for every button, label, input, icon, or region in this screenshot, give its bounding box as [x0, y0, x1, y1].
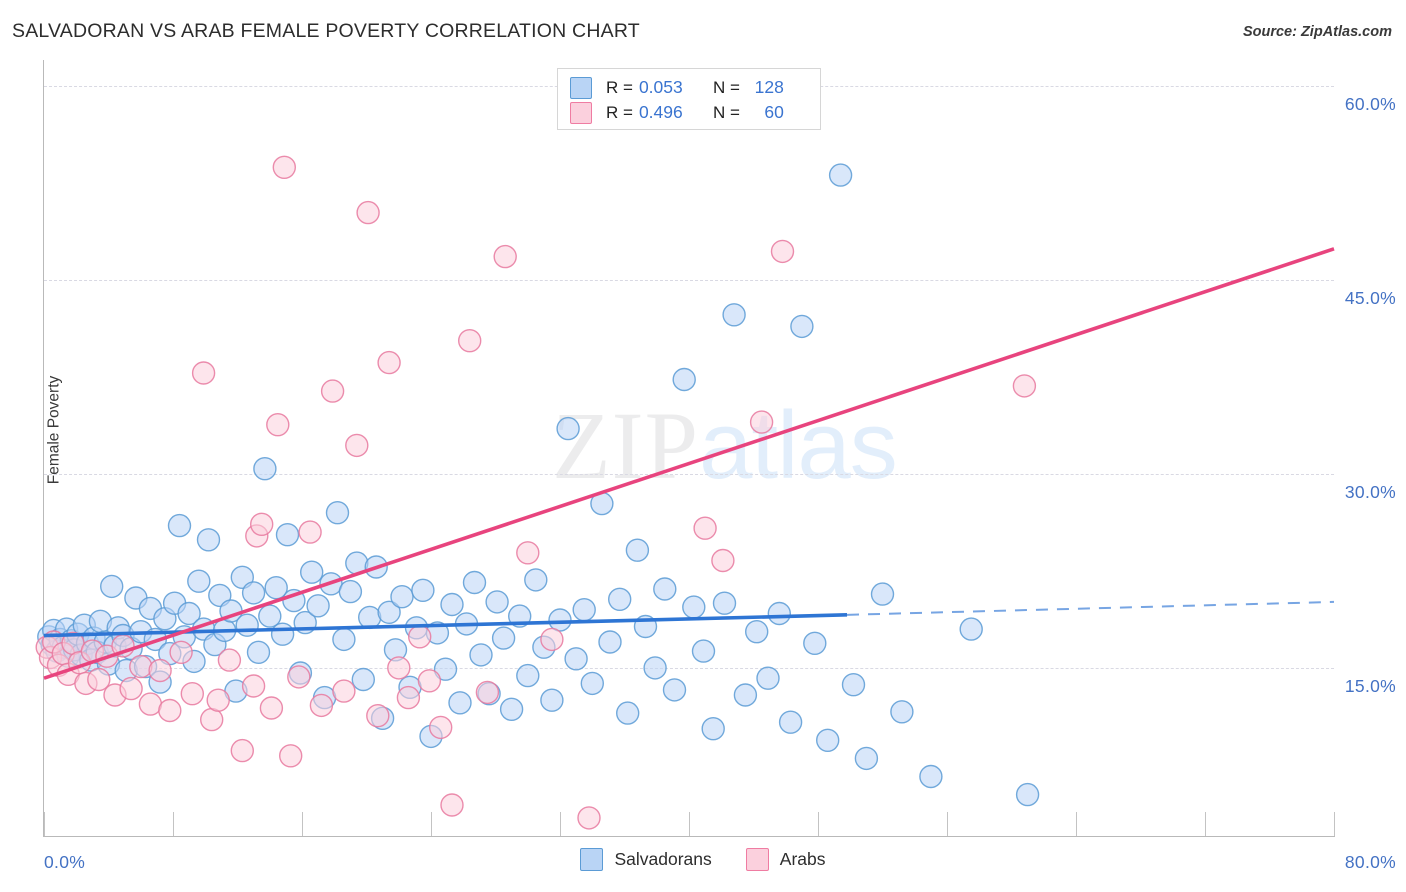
- legend-swatch-arabs: [745, 848, 769, 871]
- stats-r-label-arabs: R =: [606, 102, 633, 122]
- x-axis-tick: [1076, 812, 1077, 836]
- legend-label-salvadorans: Salvadorans: [614, 849, 712, 869]
- x-axis-tick: [1334, 812, 1335, 836]
- stats-n-value-salvadorans: 128: [754, 77, 784, 97]
- x-axis-tick: [173, 812, 174, 836]
- y-axis-tick-label: 45.0%: [1344, 287, 1396, 308]
- y-axis-title-container: Female Poverty: [2, 340, 62, 520]
- source-label: Source: ZipAtlas.com: [1242, 24, 1392, 40]
- gridline-y: [44, 667, 1334, 669]
- stats-n-label-arabs: N =: [712, 102, 740, 122]
- x-axis-tick: [947, 812, 948, 836]
- stats-swatch-arabs: [570, 101, 592, 124]
- stats-swatch-salvadorans: [570, 76, 592, 99]
- y-axis-tick-label: 60.0%: [1344, 93, 1396, 114]
- series-legend: Salvadorans Arabs: [0, 848, 1406, 871]
- correlation-stats-legend: R = 0.053 N = 128 R = 0.496 N = 60: [557, 68, 821, 130]
- x-axis-tick: [302, 812, 303, 836]
- stats-r-value-arabs: 0.496: [638, 102, 683, 122]
- x-axis-tick: [431, 812, 432, 836]
- x-axis-max-label: 80.0%: [1344, 852, 1396, 872]
- x-axis-tick: [560, 812, 561, 836]
- x-axis-line: [43, 836, 1335, 837]
- stats-r-label-salvadorans: R =: [606, 77, 633, 97]
- x-axis-tick: [689, 812, 690, 836]
- legend-item-arabs[interactable]: Arabs: [745, 848, 826, 871]
- legend-label-arabs: Arabs: [779, 849, 826, 869]
- gridline-y: [44, 473, 1334, 475]
- gridline-y: [44, 279, 1334, 281]
- page-title: SALVADORAN VS ARAB FEMALE POVERTY CORREL…: [12, 20, 640, 42]
- x-axis-min-label: 0.0%: [44, 852, 86, 872]
- legend-item-salvadorans[interactable]: Salvadorans: [580, 848, 712, 871]
- plot-area: [44, 60, 1334, 836]
- x-axis-tick: [1205, 812, 1206, 836]
- stats-r-value-salvadorans: 0.053: [638, 77, 683, 97]
- stats-row-arabs: R = 0.496 N = 60: [570, 100, 810, 125]
- legend-swatch-salvadorans: [580, 848, 604, 871]
- y-axis-tick-label: 30.0%: [1344, 481, 1396, 502]
- stats-n-label-salvadorans: N =: [712, 77, 740, 97]
- x-axis-tick: [818, 812, 819, 836]
- stats-n-value-arabs: 60: [764, 102, 784, 122]
- x-axis-tick: [44, 812, 45, 836]
- stats-row-salvadorans: R = 0.053 N = 128: [570, 75, 810, 100]
- y-axis-tick-label: 15.0%: [1344, 675, 1396, 696]
